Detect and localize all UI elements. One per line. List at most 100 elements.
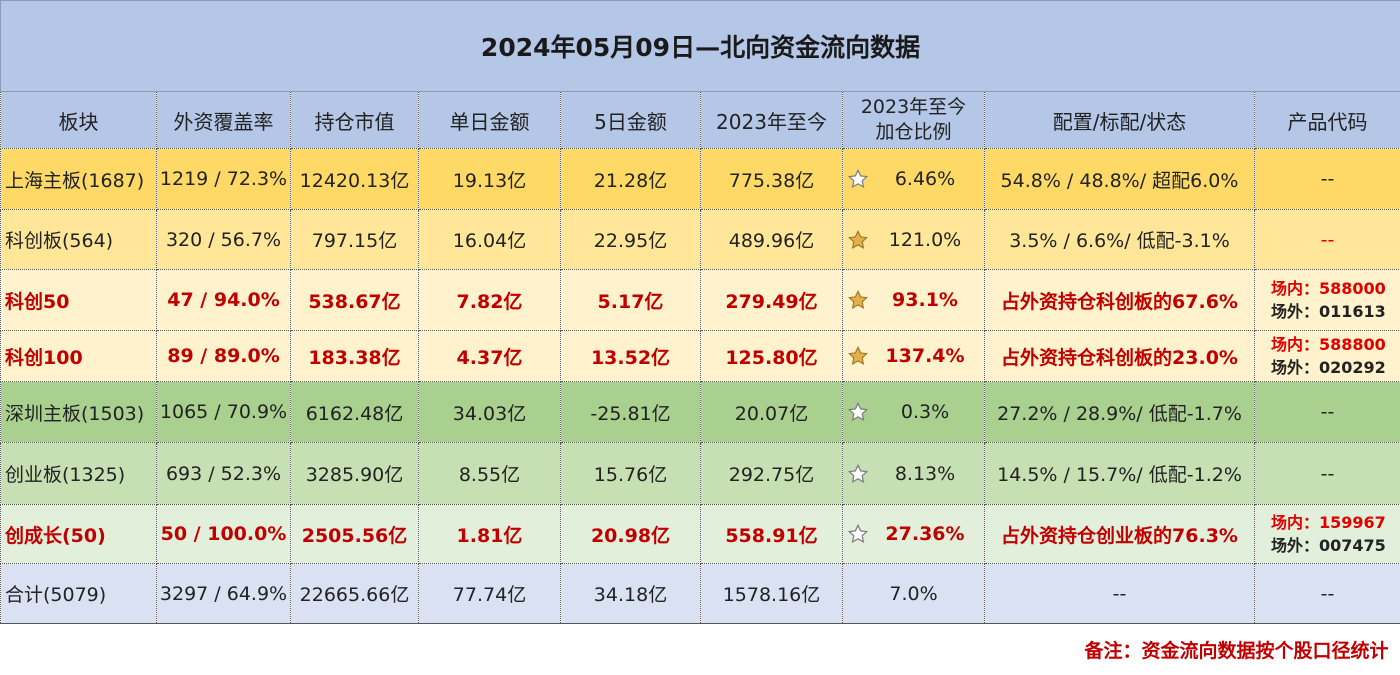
code-offsite: 场外：011613 (1271, 300, 1400, 323)
ratio-cell: 8.13% (843, 443, 985, 505)
ytd-cell: 775.38亿 (701, 149, 843, 210)
code-offsite: 场外：007475 (1271, 534, 1400, 557)
ytd-cell: 279.49亿 (701, 270, 843, 331)
table-row: 科创50 47 / 94.0% 538.67亿 7.82亿 5.17亿 279.… (1, 270, 1400, 331)
star-gold-icon (847, 345, 869, 367)
five-day-cell: 5.17亿 (561, 270, 701, 331)
ratio-value: 27.36% (869, 523, 981, 545)
coverage-cell: 1219 / 72.3% (157, 149, 291, 210)
config-cell: 27.2% / 28.9%/ 低配-1.7% (985, 382, 1255, 443)
ytd-cell: 125.80亿 (701, 331, 843, 382)
code-offsite: 场外：020292 (1271, 356, 1400, 379)
header-coverage: 外资覆盖率 (157, 92, 291, 149)
board-cell: 合计(5079) (1, 564, 157, 624)
ratio-cell: 6.46% (843, 149, 985, 210)
note-row: 备注：资金流向数据按个股口径统计 (1, 624, 1400, 675)
code-cell: 场内：159967 场外：007475 (1255, 505, 1400, 564)
coverage-cell: 320 / 56.7% (157, 210, 291, 270)
board-cell: 科创板(564) (1, 210, 157, 270)
board-cell: 科创50 (1, 270, 157, 331)
day-cell: 1.81亿 (419, 505, 561, 564)
star-gold-icon (847, 289, 869, 311)
header-ytd-ratio: 2023年至今 加仓比例 (843, 92, 985, 149)
header-row: 板块 外资覆盖率 持仓市值 单日金额 5日金额 2023年至今 2023年至今 … (1, 92, 1400, 149)
ratio-value: 137.4% (869, 345, 981, 367)
ratio-value: 8.13% (869, 463, 981, 485)
coverage-cell: 50 / 100.0% (157, 505, 291, 564)
ratio-value: 6.46% (869, 168, 981, 190)
ratio-cell: 27.36% (843, 505, 985, 564)
header-board: 板块 (1, 92, 157, 149)
holding-cell: 22665.66亿 (291, 564, 419, 624)
coverage-cell: 47 / 94.0% (157, 270, 291, 331)
five-day-cell: 15.76亿 (561, 443, 701, 505)
code-onsite: 场内：159967 (1271, 511, 1400, 534)
ratio-value: 121.0% (869, 229, 981, 251)
ytd-cell: 20.07亿 (701, 382, 843, 443)
ytd-cell: 292.75亿 (701, 443, 843, 505)
ratio-cell: 93.1% (843, 270, 985, 331)
code-cell: -- (1255, 210, 1400, 270)
five-day-cell: 21.28亿 (561, 149, 701, 210)
footnote: 备注：资金流向数据按个股口径统计 (1, 624, 1400, 675)
five-day-cell: 20.98亿 (561, 505, 701, 564)
holding-cell: 797.15亿 (291, 210, 419, 270)
board-cell: 深圳主板(1503) (1, 382, 157, 443)
day-cell: 77.74亿 (419, 564, 561, 624)
table-row: 上海主板(1687) 1219 / 72.3% 12420.13亿 19.13亿… (1, 149, 1400, 210)
five-day-cell: 34.18亿 (561, 564, 701, 624)
header-ytd-ratio-line1: 2023年至今 (861, 96, 966, 118)
board-cell: 创业板(1325) (1, 443, 157, 505)
day-cell: 8.55亿 (419, 443, 561, 505)
code-onsite: 场内：588800 (1271, 333, 1400, 356)
table-row: 科创100 89 / 89.0% 183.38亿 4.37亿 13.52亿 12… (1, 331, 1400, 382)
coverage-cell: 1065 / 70.9% (157, 382, 291, 443)
holding-cell: 2505.56亿 (291, 505, 419, 564)
board-cell: 创成长(50) (1, 505, 157, 564)
day-cell: 16.04亿 (419, 210, 561, 270)
coverage-cell: 3297 / 64.9% (157, 564, 291, 624)
code-cell: 场内：588800 场外：020292 (1255, 331, 1400, 382)
config-cell: 占外资持仓创业板的76.3% (985, 505, 1255, 564)
config-cell: 3.5% / 6.6%/ 低配-3.1% (985, 210, 1255, 270)
table-row: 创业板(1325) 693 / 52.3% 3285.90亿 8.55亿 15.… (1, 443, 1400, 505)
header-config: 配置/标配/状态 (985, 92, 1255, 149)
holding-cell: 183.38亿 (291, 331, 419, 382)
ratio-cell: 137.4% (843, 331, 985, 382)
ratio-cell: 7.0% (843, 564, 985, 624)
star-outline-icon (847, 168, 869, 190)
star-outline-icon (847, 523, 869, 545)
header-day: 单日金额 (419, 92, 561, 149)
header-holding: 持仓市值 (291, 92, 419, 149)
config-cell: 54.8% / 48.8%/ 超配6.0% (985, 149, 1255, 210)
code-cell: 场内：588000 场外：011613 (1255, 270, 1400, 331)
board-cell: 上海主板(1687) (1, 149, 157, 210)
coverage-cell: 693 / 52.3% (157, 443, 291, 505)
holding-cell: 538.67亿 (291, 270, 419, 331)
star-outline-icon (847, 463, 869, 485)
table-row: 深圳主板(1503) 1065 / 70.9% 6162.48亿 34.03亿 … (1, 382, 1400, 443)
five-day-cell: -25.81亿 (561, 382, 701, 443)
ytd-cell: 489.96亿 (701, 210, 843, 270)
table-row: 创成长(50) 50 / 100.0% 2505.56亿 1.81亿 20.98… (1, 505, 1400, 564)
day-cell: 34.03亿 (419, 382, 561, 443)
title-row: 2024年05月09日—北向资金流向数据 (1, 1, 1400, 92)
ratio-cell: 121.0% (843, 210, 985, 270)
header-ytd-ratio-line2: 加仓比例 (875, 121, 951, 143)
config-cell: 占外资持仓科创板的67.6% (985, 270, 1255, 331)
header-ytd: 2023年至今 (701, 92, 843, 149)
header-five-day: 5日金额 (561, 92, 701, 149)
total-row: 合计(5079) 3297 / 64.9% 22665.66亿 77.74亿 3… (1, 564, 1400, 624)
config-cell: 14.5% / 15.7%/ 低配-1.2% (985, 443, 1255, 505)
day-cell: 19.13亿 (419, 149, 561, 210)
code-onsite: 场内：588000 (1271, 277, 1400, 300)
ytd-cell: 558.91亿 (701, 505, 843, 564)
code-cell: -- (1255, 382, 1400, 443)
coverage-cell: 89 / 89.0% (157, 331, 291, 382)
code-cell: -- (1255, 443, 1400, 505)
ratio-value: 0.3% (869, 401, 981, 423)
holding-cell: 3285.90亿 (291, 443, 419, 505)
board-cell: 科创100 (1, 331, 157, 382)
code-cell: -- (1255, 149, 1400, 210)
